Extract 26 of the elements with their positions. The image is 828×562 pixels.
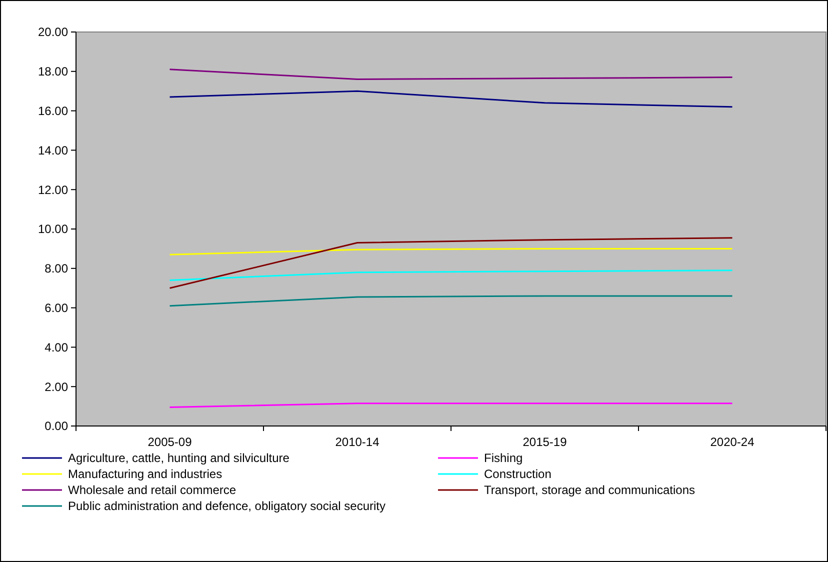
x-tick-label: 2020-24: [710, 435, 755, 449]
legend-label: Construction: [484, 467, 552, 482]
x-tick-label: 2005-09: [148, 435, 192, 449]
y-tick-label: 14.00: [38, 143, 68, 158]
y-tick-label: 0.00: [44, 419, 68, 434]
y-tick-label: 2.00: [44, 380, 68, 394]
y-tick-label: 12.00: [38, 182, 68, 197]
legend-label: Agriculture, cattle, hunting and silviculture: [68, 451, 290, 466]
line-series: [169, 68, 733, 80]
legend-label: Transport, storage and communications: [484, 483, 695, 498]
legend-label: Manufacturing and industries: [68, 467, 222, 482]
y-tick-label: 18.00: [38, 64, 68, 79]
legend-label: Wholesale and retail commerce: [68, 483, 236, 498]
line-series: [169, 270, 733, 281]
x-tick-label: 2010-14: [335, 435, 380, 449]
y-tick-label: 6.00: [44, 301, 68, 315]
y-tick-label: 16.00: [38, 104, 68, 118]
legend-label: Public administration and defence, obligatory social security: [68, 499, 386, 514]
y-tick-label: 20.00: [38, 25, 68, 40]
line-series: [169, 237, 733, 289]
legend-label: Fishing: [484, 451, 523, 466]
line-series: [169, 90, 733, 108]
x-tick-label: 2015-19: [522, 435, 568, 449]
y-tick-label: 8.00: [44, 262, 68, 276]
y-tick-label: 4.00: [44, 340, 68, 354]
y-tick-label: 10.00: [38, 222, 68, 236]
